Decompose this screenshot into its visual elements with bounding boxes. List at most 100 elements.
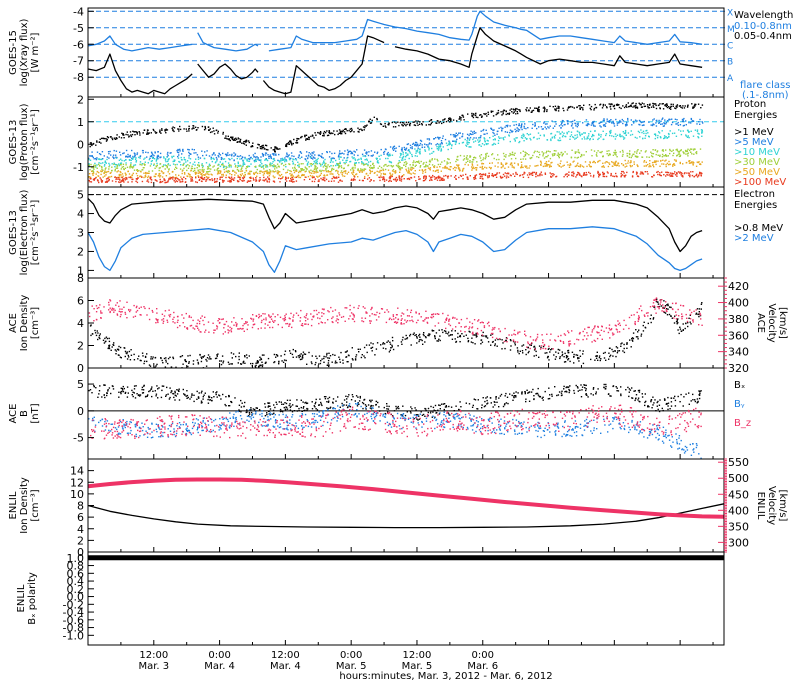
data-point	[310, 153, 312, 155]
data-point	[218, 156, 220, 158]
data-point	[151, 154, 153, 157]
y-tick-label: 5	[77, 189, 84, 202]
data-point	[246, 166, 249, 168]
data-point	[467, 176, 469, 178]
data-point	[414, 165, 416, 167]
data-point	[453, 134, 455, 136]
data-point	[231, 178, 233, 181]
data-point	[579, 133, 581, 136]
data-point	[599, 121, 601, 124]
data-point	[209, 170, 211, 173]
data-point	[588, 164, 590, 166]
data-point	[182, 150, 184, 152]
data-point	[168, 178, 170, 181]
data-point	[528, 350, 530, 353]
data-point	[182, 164, 184, 166]
data-point	[646, 156, 648, 158]
data-point	[106, 139, 108, 141]
data-point	[549, 165, 551, 167]
data-point	[188, 362, 190, 364]
y-tick-label: -6	[73, 38, 84, 51]
data-point	[277, 171, 279, 173]
data-point	[106, 136, 109, 138]
data-point	[221, 355, 224, 357]
data-point	[673, 173, 675, 175]
data-point	[566, 121, 569, 123]
data-point	[504, 136, 506, 138]
data-point	[292, 178, 294, 181]
data-point	[363, 129, 365, 131]
data-point	[668, 313, 671, 316]
data-point	[418, 151, 420, 153]
data-point	[411, 146, 413, 148]
data-point	[431, 121, 433, 123]
data-point	[197, 175, 199, 177]
data-point	[136, 152, 139, 154]
data-point	[692, 171, 694, 173]
data-point	[260, 170, 262, 173]
data-point	[317, 176, 319, 178]
data-point	[134, 131, 136, 133]
data-point	[485, 129, 487, 131]
data-point	[209, 164, 211, 167]
data-point	[438, 145, 440, 147]
data-point	[572, 175, 575, 177]
data-point	[334, 360, 337, 362]
data-point	[445, 142, 448, 144]
data-point	[373, 165, 375, 167]
data-point	[480, 154, 483, 156]
data-point	[205, 358, 207, 361]
data-point	[237, 161, 239, 163]
data-point	[448, 140, 450, 142]
data-point	[332, 165, 334, 167]
data-point	[564, 352, 566, 355]
data-point	[631, 124, 633, 126]
data-point	[172, 357, 175, 360]
data-point	[514, 175, 516, 177]
data-point	[141, 180, 144, 183]
data-point	[336, 162, 338, 165]
data-point	[516, 111, 518, 113]
data-point	[494, 165, 496, 167]
data-point	[547, 154, 549, 157]
data-point	[206, 357, 209, 359]
data-point	[254, 368, 255, 369]
data-point	[91, 151, 93, 153]
data-point	[541, 174, 543, 176]
data-point	[202, 154, 204, 157]
data-point	[505, 156, 507, 158]
data-point	[603, 357, 606, 359]
data-point	[685, 322, 687, 325]
data-point	[675, 174, 677, 176]
data-point	[277, 148, 279, 150]
data-point	[563, 132, 565, 134]
data-point	[319, 174, 321, 176]
data-point	[358, 131, 360, 133]
data-point	[289, 163, 291, 166]
data-point	[402, 156, 405, 158]
data-point	[395, 164, 398, 167]
data-point	[380, 123, 383, 126]
data-point	[416, 336, 418, 338]
data-point	[98, 334, 101, 337]
data-point	[472, 159, 474, 161]
data-point	[304, 176, 306, 178]
data-point	[402, 153, 404, 155]
data-point	[434, 337, 436, 340]
data-point	[413, 176, 416, 178]
data-point	[179, 161, 181, 163]
data-point	[217, 353, 219, 355]
data-point	[695, 173, 698, 175]
data-point	[124, 350, 127, 353]
data-point	[235, 355, 237, 358]
data-point	[372, 163, 374, 165]
data-point	[206, 150, 208, 152]
data-point	[319, 163, 322, 166]
data-point	[323, 179, 325, 181]
data-point	[102, 137, 104, 139]
data-point	[525, 349, 527, 351]
data-point	[159, 176, 161, 178]
data-point	[172, 160, 174, 163]
data-point	[371, 167, 373, 169]
data-point	[239, 155, 242, 157]
